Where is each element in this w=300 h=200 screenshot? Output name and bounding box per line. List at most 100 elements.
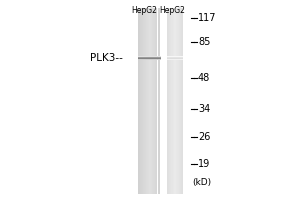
Bar bbox=[179, 59, 180, 60]
Bar bbox=[178, 57, 179, 58]
Bar bbox=[158, 56, 159, 57]
Bar bbox=[169, 8, 170, 194]
Bar bbox=[171, 8, 172, 194]
Bar bbox=[148, 8, 149, 194]
Bar bbox=[144, 56, 145, 57]
Bar bbox=[169, 58, 170, 59]
Bar bbox=[141, 59, 142, 60]
Bar bbox=[180, 59, 181, 60]
Bar bbox=[182, 59, 183, 60]
Bar bbox=[153, 8, 154, 194]
Bar bbox=[174, 56, 175, 57]
Bar bbox=[172, 57, 173, 58]
Bar bbox=[154, 56, 155, 57]
Bar bbox=[144, 58, 145, 59]
Bar bbox=[150, 59, 152, 60]
Bar bbox=[141, 57, 142, 58]
Bar bbox=[140, 8, 141, 194]
Bar bbox=[179, 58, 180, 59]
Bar bbox=[177, 8, 178, 194]
Bar bbox=[181, 56, 182, 57]
Bar bbox=[145, 8, 146, 194]
Bar bbox=[178, 8, 179, 194]
Bar bbox=[140, 57, 141, 58]
Bar bbox=[140, 59, 141, 60]
Bar bbox=[173, 59, 174, 60]
Bar bbox=[153, 59, 154, 60]
Bar bbox=[159, 58, 160, 59]
Bar bbox=[156, 59, 157, 60]
Bar bbox=[176, 57, 177, 58]
Bar bbox=[142, 57, 144, 58]
Bar bbox=[170, 57, 171, 58]
Text: PLK3--: PLK3-- bbox=[90, 53, 123, 63]
Bar bbox=[175, 56, 176, 57]
Bar bbox=[176, 58, 177, 59]
Bar bbox=[150, 56, 152, 57]
Bar bbox=[146, 59, 147, 60]
Bar bbox=[173, 58, 174, 59]
Bar bbox=[159, 59, 160, 60]
Bar bbox=[171, 58, 172, 59]
Bar bbox=[142, 56, 144, 57]
Text: 26: 26 bbox=[198, 132, 210, 142]
Bar bbox=[177, 59, 178, 60]
Bar bbox=[147, 58, 148, 59]
Bar bbox=[145, 58, 146, 59]
Text: HepG2: HepG2 bbox=[131, 6, 157, 15]
Bar bbox=[176, 59, 177, 60]
Bar bbox=[177, 56, 178, 57]
Bar bbox=[143, 8, 144, 194]
Bar bbox=[149, 58, 150, 59]
Bar bbox=[178, 58, 179, 59]
Bar bbox=[159, 57, 160, 58]
Bar bbox=[171, 57, 172, 58]
Bar bbox=[145, 56, 146, 57]
Bar bbox=[173, 57, 174, 58]
Bar bbox=[152, 59, 153, 60]
Bar bbox=[171, 56, 172, 57]
Bar bbox=[154, 58, 155, 59]
Bar bbox=[170, 56, 171, 57]
Bar bbox=[175, 58, 176, 59]
Bar bbox=[167, 56, 168, 57]
Bar bbox=[176, 56, 177, 57]
Bar bbox=[182, 56, 183, 57]
Bar bbox=[169, 59, 170, 60]
Bar bbox=[147, 59, 148, 60]
Bar bbox=[167, 8, 168, 194]
Bar bbox=[179, 57, 180, 58]
Bar bbox=[176, 8, 177, 194]
Bar bbox=[147, 8, 148, 194]
Bar bbox=[156, 8, 157, 194]
Bar bbox=[142, 8, 143, 194]
Bar bbox=[146, 58, 147, 59]
Bar bbox=[182, 8, 183, 194]
Bar bbox=[148, 56, 149, 57]
Bar bbox=[172, 58, 173, 59]
Bar bbox=[142, 59, 144, 60]
Bar bbox=[167, 58, 168, 59]
Bar bbox=[156, 57, 157, 58]
Text: 48: 48 bbox=[198, 73, 210, 83]
Text: 85: 85 bbox=[198, 37, 210, 47]
Text: 34: 34 bbox=[198, 104, 210, 114]
Bar bbox=[156, 56, 157, 57]
Bar bbox=[167, 59, 168, 60]
Bar bbox=[149, 56, 150, 57]
Bar bbox=[154, 8, 155, 194]
Bar bbox=[168, 8, 169, 194]
Bar bbox=[158, 59, 159, 60]
Bar bbox=[169, 56, 170, 57]
Bar bbox=[174, 57, 175, 58]
Text: (kD): (kD) bbox=[193, 178, 212, 186]
Bar bbox=[182, 58, 183, 59]
Bar bbox=[150, 58, 152, 59]
Bar bbox=[144, 57, 145, 58]
Bar bbox=[138, 56, 139, 57]
Bar bbox=[170, 8, 171, 194]
Bar bbox=[138, 58, 139, 59]
Bar bbox=[170, 59, 171, 60]
Bar bbox=[152, 58, 153, 59]
Bar bbox=[140, 58, 141, 59]
